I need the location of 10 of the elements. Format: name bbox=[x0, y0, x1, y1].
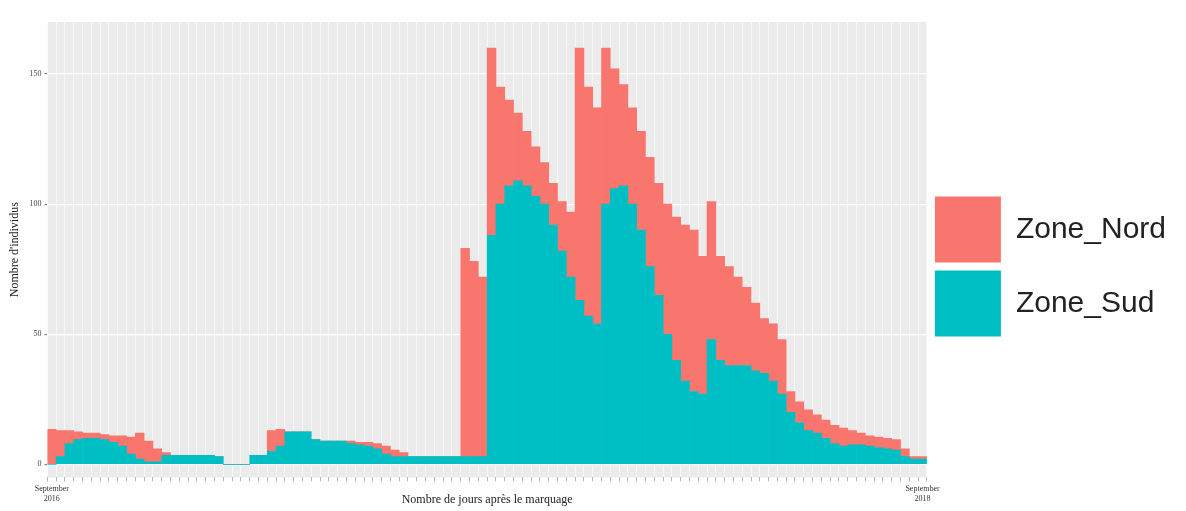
x-tick-label: September 2016 bbox=[34, 484, 70, 503]
x-tick-label: September 2018 bbox=[905, 484, 940, 503]
y-tick-label: 0 bbox=[37, 459, 42, 469]
x-axis-title: Nombre de jours après le marquage bbox=[401, 491, 573, 506]
y-tick-label: 150 bbox=[29, 69, 42, 79]
legend-label: Zone_Sud bbox=[1015, 284, 1155, 318]
y-axis-title: Nombre d'individus bbox=[7, 201, 22, 298]
legend-label: Zone_Nord bbox=[1015, 210, 1167, 244]
y-tick-label: 100 bbox=[29, 199, 42, 209]
y-tick-label: 50 bbox=[33, 329, 42, 339]
